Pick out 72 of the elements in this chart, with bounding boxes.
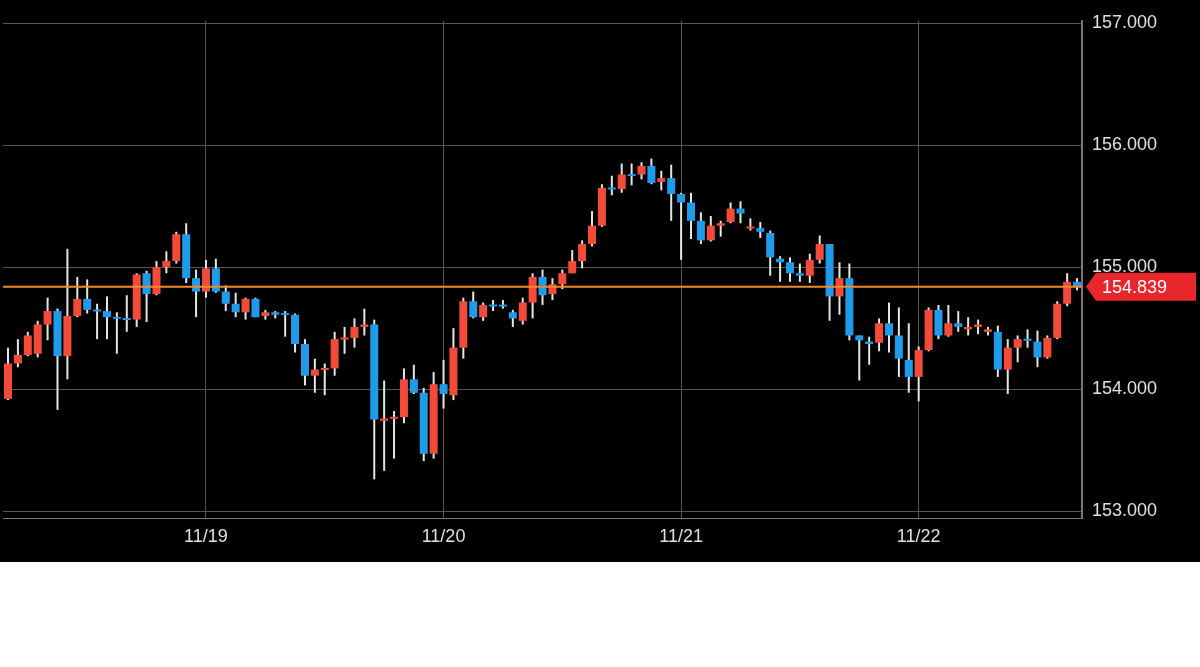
candlestick <box>617 162 626 194</box>
candlestick <box>390 410 399 460</box>
candlestick <box>241 296 250 321</box>
candlestick <box>518 296 527 326</box>
candlestick <box>944 303 953 338</box>
candlestick <box>479 301 488 322</box>
candlestick <box>320 362 329 397</box>
candlestick <box>1043 334 1052 360</box>
candlestick <box>696 211 705 245</box>
candlestick <box>43 296 52 342</box>
candlestick <box>380 379 389 472</box>
candlestick <box>706 214 715 243</box>
candlestick <box>192 268 201 319</box>
candlestick <box>439 358 448 410</box>
candlestick <box>310 357 319 394</box>
y-tick-label: 157.000 <box>1092 12 1158 33</box>
y-tick-label: 153.000 <box>1092 500 1158 521</box>
candlestick <box>746 217 755 232</box>
candlestick <box>221 284 230 313</box>
candlestick <box>588 210 597 248</box>
candlestick <box>558 268 567 291</box>
ref-line-label: 154.839 <box>1102 276 1168 297</box>
candlestick <box>627 162 636 187</box>
candlestick <box>112 311 121 355</box>
candlestick <box>281 310 290 338</box>
candlestick <box>815 234 824 265</box>
candlestick <box>954 310 963 333</box>
candlestick <box>122 294 131 333</box>
x-tick-label: 11/22 <box>896 526 941 547</box>
x-tick-label: 11/19 <box>184 526 228 547</box>
candlestick <box>855 334 864 382</box>
candlestick <box>23 330 32 358</box>
candlestick <box>142 269 151 324</box>
candlestick <box>657 169 666 192</box>
candlestick <box>795 262 804 283</box>
candlestick <box>785 256 794 283</box>
x-tick-label: 11/21 <box>659 526 703 547</box>
candlestick <box>102 295 111 341</box>
candlestick <box>1063 272 1072 308</box>
candlestick <box>73 275 82 319</box>
candlestick <box>211 257 220 294</box>
candlestick <box>805 252 814 285</box>
candlestick <box>647 157 656 186</box>
candlestick <box>875 317 884 353</box>
y-tick-label: 154.000 <box>1092 378 1158 399</box>
candlestick <box>13 338 22 369</box>
candlestick <box>884 301 893 354</box>
candlestick <box>350 317 359 349</box>
candlestick <box>894 306 903 378</box>
candlestick <box>340 325 349 355</box>
candlestick <box>607 174 616 197</box>
candlestick <box>469 290 478 320</box>
candlestick <box>1023 328 1032 349</box>
candlestick <box>83 278 92 315</box>
y-tick-label: 155.000 <box>1092 256 1158 277</box>
candlestick <box>360 307 369 337</box>
candlestick <box>1013 334 1022 364</box>
candlestick <box>231 291 240 319</box>
y-tick-label: 156.000 <box>1092 134 1158 155</box>
candlestick <box>578 239 587 270</box>
candlestick <box>904 322 913 394</box>
candlestick <box>1033 329 1042 369</box>
candlestick <box>726 201 735 225</box>
candlestick <box>409 363 418 395</box>
candlestick <box>667 163 676 222</box>
candlestick <box>201 258 210 299</box>
candlestick <box>687 191 696 241</box>
candlestick <box>93 302 102 341</box>
x-tick-label: 11/20 <box>421 526 466 547</box>
candlestick <box>677 191 686 261</box>
candlestick <box>162 250 171 275</box>
candlestick <box>1003 338 1012 395</box>
